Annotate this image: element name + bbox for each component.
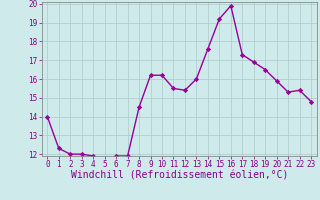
X-axis label: Windchill (Refroidissement éolien,°C): Windchill (Refroidissement éolien,°C) xyxy=(70,171,288,181)
